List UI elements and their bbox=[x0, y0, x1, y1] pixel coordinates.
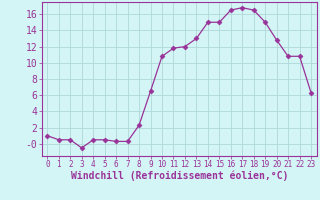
X-axis label: Windchill (Refroidissement éolien,°C): Windchill (Refroidissement éolien,°C) bbox=[70, 171, 288, 181]
